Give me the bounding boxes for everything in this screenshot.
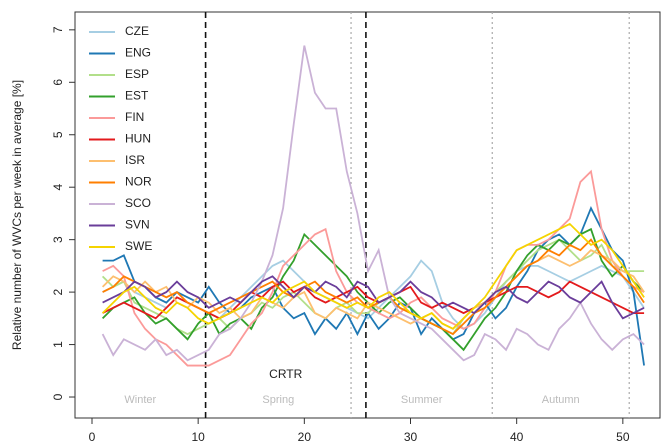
season-label: Autumn [542, 394, 580, 406]
y-tick-label: 6 [51, 79, 65, 86]
y-tick-label: 7 [51, 26, 65, 33]
series-line [102, 206, 645, 366]
season-label: Spring [262, 394, 294, 406]
legend-label: NOR [125, 175, 152, 189]
x-tick-label: 40 [510, 430, 524, 444]
legend-label: SCO [125, 196, 151, 210]
series-line [102, 275, 645, 320]
legend-label: SWE [125, 239, 152, 253]
x-tick-label: 20 [298, 430, 312, 444]
x-tick-label: 10 [191, 430, 205, 444]
series-line [101, 227, 645, 352]
x-tick-label: 30 [404, 430, 418, 444]
y-tick-label: 5 [51, 131, 65, 138]
season-label: Summer [401, 394, 443, 406]
series-line [102, 169, 645, 367]
x-tick-label: 50 [616, 430, 630, 444]
y-tick-label: 4 [51, 184, 65, 191]
plot-frame [74, 11, 661, 419]
y-tick-label: 0 [51, 393, 65, 400]
series-line [101, 45, 645, 362]
legend-label: HUN [125, 132, 151, 146]
legend-label: EST [125, 89, 149, 103]
legend-label: ESP [125, 67, 149, 81]
season-label: Winter [124, 394, 156, 406]
y-tick-label: 3 [51, 236, 65, 243]
legend-label: ENG [125, 46, 151, 60]
series-line [101, 222, 645, 330]
legend-label: SVN [125, 218, 150, 232]
y-axis-title: Relative number of WVCs per week in aver… [10, 80, 24, 350]
y-tick-label: 2 [51, 288, 65, 295]
series-line [102, 238, 645, 336]
annotation: CRTR [269, 367, 302, 381]
legend-label: ISR [125, 153, 145, 167]
y-tick-label: 1 [51, 341, 65, 348]
legend-label: CZE [125, 24, 149, 38]
x-tick-label: 0 [89, 430, 96, 444]
legend-label: FIN [125, 110, 144, 124]
